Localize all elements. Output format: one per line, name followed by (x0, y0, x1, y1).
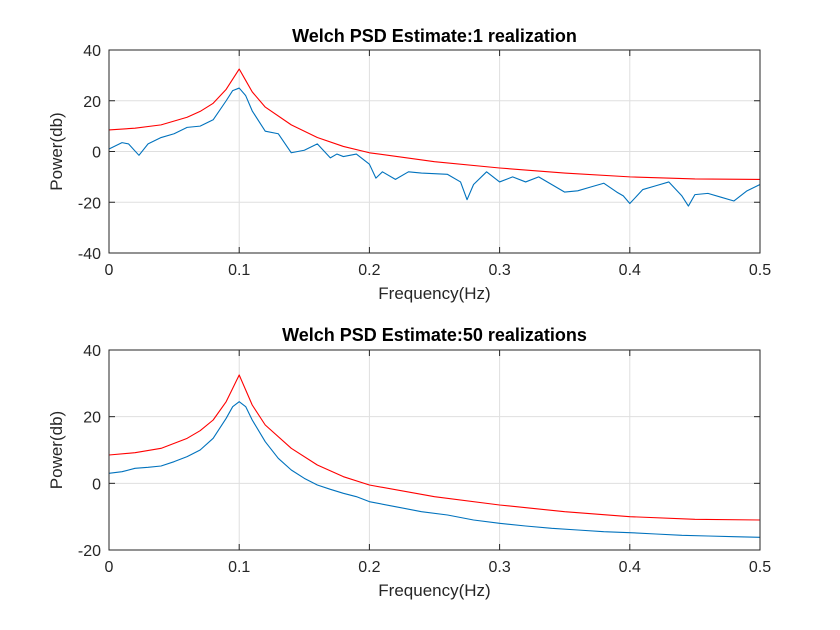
y-tick-label: 0 (92, 476, 101, 493)
x-axis-label: Frequency(Hz) (378, 581, 490, 600)
axes-box (108, 349, 761, 551)
chart-title: Welch PSD Estimate:1 realization (292, 26, 577, 46)
x-tick-label: 0.5 (749, 559, 771, 576)
series-line-1 (108, 401, 761, 538)
y-tick-label: 40 (83, 43, 101, 60)
x-axis-label: Frequency(Hz) (378, 284, 490, 303)
x-tick-label: 0 (105, 559, 114, 576)
series-line-0 (108, 68, 761, 180)
y-tick-label: 40 (83, 343, 101, 360)
y-tick-label: 20 (83, 410, 101, 427)
x-tick-label: 0.1 (228, 559, 250, 576)
x-tick-label: 0.4 (619, 262, 641, 279)
y-axis-label: Power(db) (47, 112, 66, 190)
y-tick-label: 20 (83, 94, 101, 111)
x-tick-label: 0.2 (358, 262, 380, 279)
y-tick-label: 0 (92, 145, 101, 162)
series-line-0 (108, 374, 761, 521)
chart-title: Welch PSD Estimate:50 realizations (282, 325, 587, 345)
series-line-1 (108, 87, 761, 207)
plot-area (109, 350, 760, 550)
x-tick-label: 0.3 (488, 262, 510, 279)
x-tick-label: 0.3 (488, 559, 510, 576)
y-tick-label: -40 (78, 246, 101, 263)
x-tick-label: 0.4 (619, 559, 641, 576)
x-tick-label: 0.1 (228, 262, 250, 279)
x-tick-label: 0.5 (749, 262, 771, 279)
chart-single-realization: 0 0.1 0.2 0.3 0.4 0.5 -40 -20 0 20 40 Welch PSD Est… (47, 26, 771, 303)
x-tick-label: 0 (105, 262, 114, 279)
y-tick-label: -20 (78, 195, 101, 212)
x-tick-label: 0.2 (358, 559, 380, 576)
y-tick-label: -20 (78, 543, 101, 560)
y-axis-label: Power(db) (47, 411, 66, 489)
